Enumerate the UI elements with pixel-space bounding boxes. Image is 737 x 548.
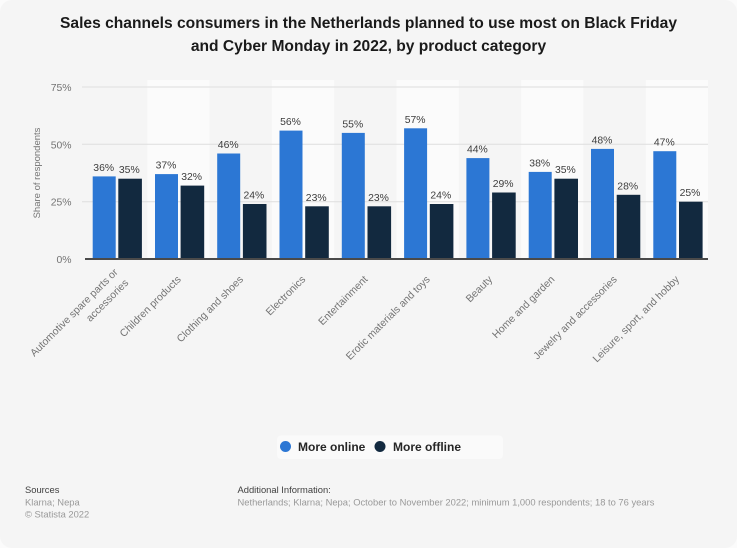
svg-text:50%: 50%: [51, 140, 72, 151]
svg-text:Klarna; Nepa: Klarna; Nepa: [25, 496, 81, 507]
svg-text:28%: 28%: [617, 181, 638, 192]
svg-text:56%: 56%: [280, 117, 301, 128]
svg-text:Share of respondents: Share of respondents: [32, 127, 43, 218]
svg-text:25%: 25%: [51, 198, 72, 209]
svg-text:Sources: Sources: [25, 484, 60, 495]
svg-text:23%: 23%: [306, 193, 327, 204]
svg-text:Clothing and shoes: Clothing and shoes: [175, 274, 246, 345]
svg-text:75%: 75%: [51, 83, 72, 94]
svg-text:38%: 38%: [529, 158, 550, 169]
svg-text:57%: 57%: [405, 115, 426, 126]
svg-text:Additional Information:: Additional Information:: [238, 484, 331, 495]
svg-text:23%: 23%: [368, 193, 389, 204]
svg-text:Beauty: Beauty: [464, 274, 495, 305]
svg-text:Electronics: Electronics: [264, 274, 308, 318]
svg-text:Automotive spare parts or: Automotive spare parts or: [29, 267, 121, 359]
svg-text:48%: 48%: [592, 135, 613, 146]
svg-text:More online: More online: [298, 440, 366, 454]
svg-text:29%: 29%: [493, 179, 514, 190]
svg-text:32%: 32%: [181, 172, 202, 183]
svg-text:24%: 24%: [430, 191, 451, 202]
svg-text:24%: 24%: [244, 191, 265, 202]
svg-text:Entertainment: Entertainment: [317, 274, 371, 328]
svg-text:Home and garden: Home and garden: [491, 274, 558, 341]
svg-text:© Statista 2022: © Statista 2022: [25, 508, 89, 519]
svg-text:46%: 46%: [218, 140, 239, 151]
svg-text:35%: 35%: [555, 165, 576, 176]
svg-text:47%: 47%: [654, 138, 675, 149]
svg-text:37%: 37%: [156, 161, 177, 172]
svg-text:0%: 0%: [56, 255, 71, 266]
svg-text:Netherlands; Klarna; Nepa; Oct: Netherlands; Klarna; Nepa; October to No…: [238, 496, 655, 507]
svg-text:25%: 25%: [680, 188, 701, 199]
svg-text:55%: 55%: [342, 119, 363, 130]
svg-text:35%: 35%: [119, 165, 140, 176]
svg-text:More offline: More offline: [393, 440, 461, 454]
svg-text:44%: 44%: [467, 145, 488, 156]
svg-text:36%: 36%: [93, 163, 114, 174]
